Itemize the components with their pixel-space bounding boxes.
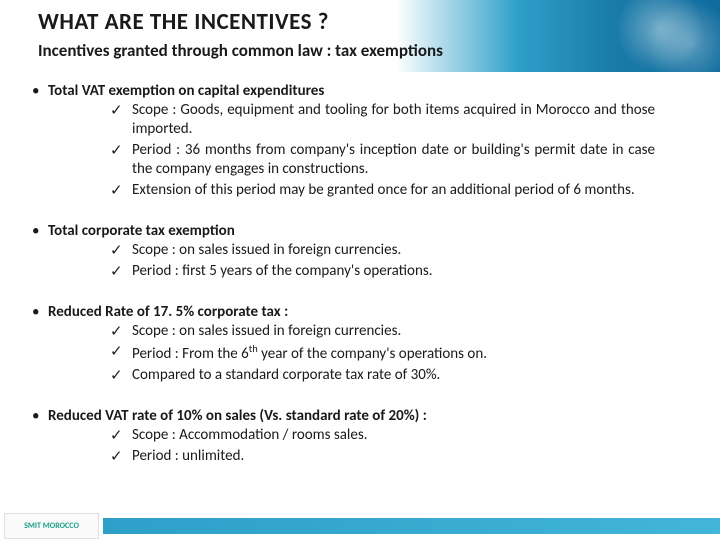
check-icon: ✓ [110,241,132,261]
slide-footer: SMIT MOROCCO [0,512,720,540]
check-icon: ✓ [110,181,132,201]
sub-item-list: ✓ Scope : Accommodation / rooms sales. ✓… [30,426,690,466]
check-icon: ✓ [110,141,132,161]
section-title-text: Total corporate tax exemption [48,222,235,241]
item-text: Period : From the 6th year of the compan… [132,342,690,365]
list-item: ✓ Scope : on sales issued in foreign cur… [110,322,690,342]
section-title-text: Reduced Rate of 17. 5% corporate tax : [48,303,288,322]
check-icon: ✓ [110,262,132,282]
section-reduced-rate: • Reduced Rate of 17. 5% corporate tax :… [30,303,690,385]
item-text: Scope : on sales issued in foreign curre… [132,322,690,342]
item-text: Compared to a standard corporate tax rat… [132,366,690,386]
bullet-icon: • [30,82,48,101]
section-corporate-tax: • Total corporate tax exemption ✓ Scope … [30,222,690,281]
sub-item-list: ✓ Scope : Goods, equipment and tooling f… [30,101,690,201]
section-title-text: Total VAT exemption on capital expenditu… [48,82,324,101]
bullet-icon: • [30,222,48,241]
item-text: Scope : Goods, equipment and tooling for… [132,101,690,140]
item-text: Extension of this period may be granted … [132,181,690,201]
list-item: ✓ Period : From the 6th year of the comp… [110,342,690,365]
list-item: ✓ Scope : Accommodation / rooms sales. [110,426,690,446]
list-item: ✓ Extension of this period may be grante… [110,181,690,201]
sub-item-list: ✓ Scope : on sales issued in foreign cur… [30,322,690,386]
section-heading: • Total corporate tax exemption [30,222,690,241]
list-item: ✓ Period : 36 months from company's ince… [110,141,690,180]
section-heading: • Total VAT exemption on capital expendi… [30,82,690,101]
section-heading: • Reduced Rate of 17. 5% corporate tax : [30,303,690,322]
check-icon: ✓ [110,322,132,342]
footer-bar [103,518,720,534]
check-icon: ✓ [110,101,132,121]
content-area: • Total VAT exemption on capital expendi… [0,72,720,466]
section-vat-exemption: • Total VAT exemption on capital expendi… [30,82,690,200]
item-text: Period : 36 months from company's incept… [132,141,690,180]
item-text: Period : first 5 years of the company's … [132,262,690,282]
list-item: ✓ Scope : on sales issued in foreign cur… [110,241,690,261]
list-item: ✓ Period : first 5 years of the company'… [110,262,690,282]
footer-logo: SMIT MOROCCO [4,513,99,539]
list-item: ✓ Compared to a standard corporate tax r… [110,366,690,386]
item-text: Period : unlimited. [132,447,690,467]
check-icon: ✓ [110,366,132,386]
list-item: ✓ Period : unlimited. [110,447,690,467]
bullet-icon: • [30,303,48,322]
list-item: ✓ Scope : Goods, equipment and tooling f… [110,101,690,140]
section-title-text: Reduced VAT rate of 10% on sales (Vs. st… [48,407,427,426]
header-decoration [520,0,720,72]
sub-item-list: ✓ Scope : on sales issued in foreign cur… [30,241,690,281]
section-heading: • Reduced VAT rate of 10% on sales (Vs. … [30,407,690,426]
bullet-icon: • [30,407,48,426]
check-icon: ✓ [110,426,132,446]
slide-header: WHAT ARE THE INCENTIVES ? Incentives gra… [0,0,720,72]
section-reduced-vat: • Reduced VAT rate of 10% on sales (Vs. … [30,407,690,466]
item-text: Scope : on sales issued in foreign curre… [132,241,690,261]
check-icon: ✓ [110,342,132,362]
item-text: Scope : Accommodation / rooms sales. [132,426,690,446]
check-icon: ✓ [110,447,132,467]
